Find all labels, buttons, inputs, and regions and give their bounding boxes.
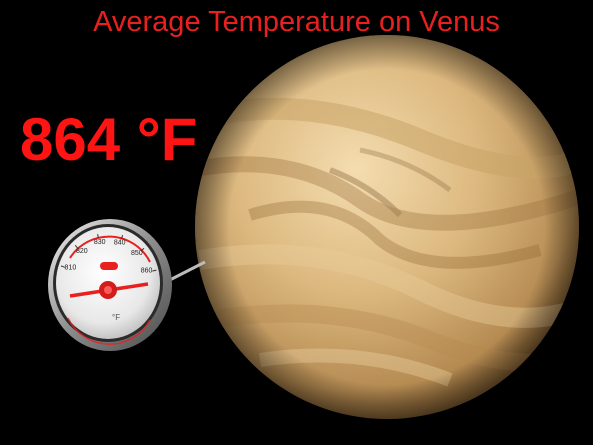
brand-logo (100, 262, 118, 270)
page-title: Average Temperature on Venus (0, 6, 593, 39)
dial-thermometer: 810 820 830 840 850 860 °F (48, 219, 172, 351)
scale-label: 830 (94, 239, 106, 246)
scale-label: 840 (114, 240, 126, 247)
scale-label: 860 (141, 268, 153, 275)
scale-label: 820 (76, 248, 88, 255)
temperature-reading: 864 °F (20, 110, 197, 170)
venus-planet (190, 35, 593, 419)
unit-label: °F (112, 313, 120, 322)
scale-label: 850 (131, 250, 143, 257)
scale-label: 810 (65, 264, 77, 271)
